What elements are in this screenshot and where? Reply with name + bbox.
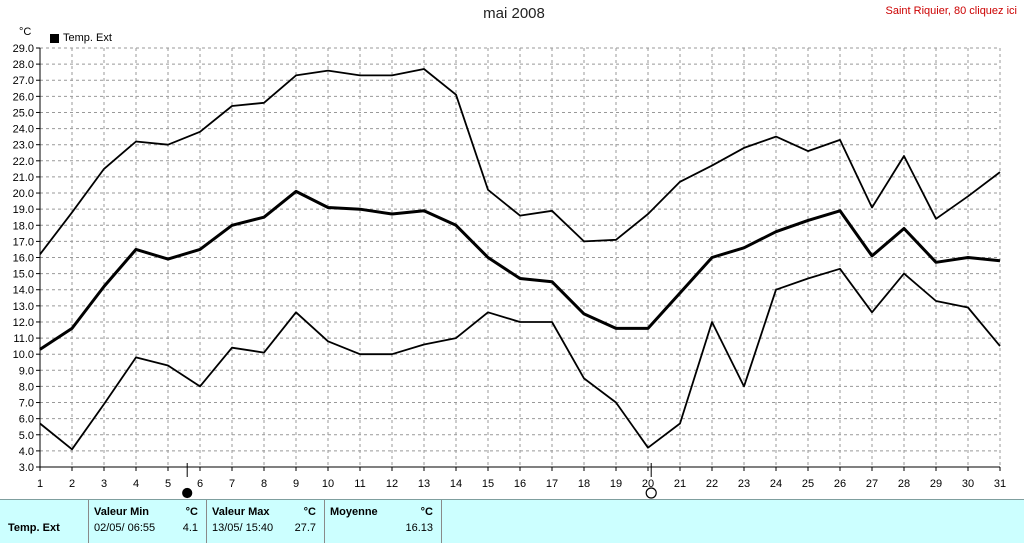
- y-tick-label: 21.0: [13, 172, 34, 184]
- y-tick-label: 8.0: [19, 381, 34, 393]
- legend-swatch-icon: [50, 33, 59, 43]
- y-tick-label: 22.0: [13, 156, 34, 168]
- legend-label: Temp. Ext: [63, 32, 112, 44]
- x-tick-label: 25: [802, 478, 814, 490]
- summary-max-cell: Valeur Max °C 13/05/ 15:40 27.7: [206, 500, 324, 543]
- summary-row-header-cell: Temp. Ext: [0, 500, 88, 543]
- grid: [40, 47, 1001, 467]
- x-tick-label: 2: [69, 478, 75, 490]
- x-tick-label: 17: [546, 478, 558, 490]
- y-tick-label: 26.0: [13, 91, 34, 103]
- min-header-row: Valeur Min °C: [89, 506, 206, 519]
- x-tick-label: 21: [674, 478, 686, 490]
- y-tick-label: 13.0: [13, 301, 34, 313]
- x-tick-label: 24: [770, 478, 782, 490]
- summary-panel: Temp. Ext Valeur Min °C 02/05/ 06:55 4.1…: [0, 499, 1024, 543]
- x-tick-label: 19: [610, 478, 622, 490]
- y-tick-label: 19.0: [13, 204, 34, 216]
- min-value: 4.1: [182, 522, 198, 534]
- x-tick-label: 6: [197, 478, 203, 490]
- max-header: Valeur Max: [212, 506, 270, 518]
- min-value-row: 02/05/ 06:55 4.1: [89, 522, 206, 535]
- summary-min-cell: Valeur Min °C 02/05/ 06:55 4.1: [88, 500, 206, 543]
- y-tick-label: 29.0: [13, 43, 34, 55]
- mean-unit: °C: [420, 506, 433, 518]
- max-value: 27.7: [294, 522, 316, 534]
- x-tick-label: 18: [578, 478, 590, 490]
- y-tick-label: 9.0: [19, 365, 34, 377]
- x-tick-label: 1: [37, 478, 43, 490]
- summary-row-label: Temp. Ext: [8, 522, 60, 534]
- x-tick-label: 28: [898, 478, 910, 490]
- y-tick-label: 11.0: [13, 333, 34, 345]
- x-tick-label: 16: [514, 478, 526, 490]
- max-date: 13/05/ 15:40: [212, 522, 274, 534]
- y-tick-label: 27.0: [13, 75, 34, 87]
- y-tick-label: 3.0: [19, 462, 34, 474]
- mean-header-row: Moyenne °C: [325, 506, 441, 519]
- mean-header: Moyenne: [330, 506, 378, 518]
- series-lines: [39, 68, 1001, 451]
- max-value-row: 13/05/ 15:40 27.7: [207, 522, 324, 535]
- y-tick-label: 28.0: [13, 59, 34, 71]
- y-tick-label: 20.0: [13, 188, 34, 200]
- y-tick-label: 23.0: [13, 140, 34, 152]
- temperature-chart: 3.0 4.0 5.0 6.0 7.0 8.0 9.0 10.0 11.0 12.0 13.0 14.…: [13, 43, 1007, 499]
- station-link[interactable]: Saint Riquier, 80 cliquez ici: [885, 5, 1017, 17]
- x-tick-label: 27: [866, 478, 878, 490]
- mean-value: 16.13: [405, 522, 433, 534]
- y-tick-label: 6.0: [19, 414, 34, 426]
- y-tick-label: 5.0: [19, 430, 34, 442]
- y-tick-label: 10.0: [13, 349, 34, 361]
- x-tick-label: 15: [482, 478, 494, 490]
- x-tick-label: 9: [293, 478, 299, 490]
- y-tick-label: 24.0: [13, 124, 34, 136]
- y-tick-label: 7.0: [19, 398, 34, 410]
- y-tick-label: 12.0: [13, 317, 34, 329]
- x-tick-label: 12: [386, 478, 398, 490]
- tick-labels: 3.0 4.0 5.0 6.0 7.0 8.0 9.0 10.0 11.0 12.0 13.0 14.…: [13, 43, 1007, 490]
- moon-markers: [182, 463, 657, 499]
- y-tick-label: 15.0: [13, 269, 34, 281]
- x-tick-label: 8: [261, 478, 267, 490]
- x-tick-label: 14: [450, 478, 462, 490]
- y-tick-label: 18.0: [13, 220, 34, 232]
- min-unit: °C: [185, 506, 198, 518]
- x-tick-label: 3: [101, 478, 107, 490]
- y-tick-label: 25.0: [13, 107, 34, 119]
- max-header-row: Valeur Max °C: [207, 506, 324, 519]
- x-tick-label: 31: [994, 478, 1006, 490]
- series-line: [39, 68, 1001, 255]
- x-tick-label: 11: [354, 478, 365, 490]
- y-tick-label: 17.0: [13, 236, 34, 248]
- axes: [36, 47, 1001, 471]
- summary-mean-cell: Moyenne °C 16.13: [324, 500, 442, 543]
- x-tick-label: 22: [706, 478, 718, 490]
- x-tick-label: 7: [229, 478, 235, 490]
- x-tick-label: 4: [133, 478, 139, 490]
- new-moon-icon: [182, 487, 193, 499]
- x-tick-label: 23: [738, 478, 750, 490]
- mean-value-row: 16.13: [325, 522, 441, 535]
- legend: Temp. Ext: [50, 32, 112, 44]
- full-moon-icon: [645, 487, 657, 499]
- chart-title: mai 2008: [483, 5, 545, 22]
- x-tick-label: 5: [165, 478, 171, 490]
- y-axis-unit: °C: [19, 26, 32, 38]
- x-tick-label: 10: [322, 478, 334, 490]
- x-tick-label: 26: [834, 478, 846, 490]
- series-line: [39, 189, 1001, 351]
- max-unit: °C: [303, 506, 316, 518]
- x-tick-label: 30: [962, 478, 974, 490]
- series-line: [39, 267, 1001, 451]
- y-tick-label: 16.0: [13, 253, 34, 265]
- min-date: 02/05/ 06:55: [94, 522, 156, 534]
- x-tick-label: 20: [642, 478, 654, 490]
- y-tick-label: 4.0: [19, 446, 34, 458]
- y-tick-label: 14.0: [13, 285, 34, 297]
- x-tick-label: 29: [930, 478, 942, 490]
- min-header: Valeur Min: [94, 506, 150, 518]
- x-tick-label: 13: [418, 478, 430, 490]
